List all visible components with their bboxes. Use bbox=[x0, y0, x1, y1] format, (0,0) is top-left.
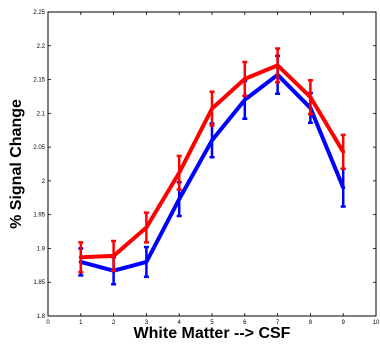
y-tick-label: 1.85 bbox=[33, 280, 45, 286]
data-point bbox=[308, 95, 312, 99]
x-tick-label: 6 bbox=[243, 320, 247, 326]
x-tick-label: 9 bbox=[342, 320, 346, 326]
y-tick-label: 2.25 bbox=[33, 10, 45, 16]
data-point bbox=[210, 107, 214, 111]
y-tick-label: 1.95 bbox=[33, 213, 45, 219]
y-tick-label: 2.2 bbox=[37, 44, 46, 50]
data-point bbox=[243, 77, 247, 81]
data-point bbox=[177, 171, 181, 175]
x-tick-label: 0 bbox=[46, 320, 50, 326]
data-point bbox=[341, 150, 345, 154]
data-point bbox=[210, 138, 214, 142]
y-tick-label: 2.05 bbox=[33, 145, 45, 151]
data-point bbox=[112, 254, 116, 258]
y-tick-labels: 1.8 1.85 1.9 1.95 2 2.05 2.1 2.15 2.2 2.25 bbox=[33, 10, 45, 320]
y-tick-label: 1.8 bbox=[37, 314, 46, 320]
x-tick-label: 10 bbox=[373, 320, 380, 326]
data-point bbox=[243, 98, 247, 102]
x-tick-label: 8 bbox=[309, 320, 313, 326]
x-axis-label: White Matter --> CSF bbox=[134, 325, 291, 342]
x-tick-label: 4 bbox=[178, 320, 182, 326]
x-tick-label: 5 bbox=[210, 320, 214, 326]
plot-frame bbox=[47, 11, 377, 317]
series-layer bbox=[78, 47, 346, 286]
data-point bbox=[144, 226, 148, 230]
x-tick-label: 1 bbox=[79, 320, 83, 326]
tick-marks bbox=[47, 11, 377, 317]
x-tick-label: 2 bbox=[112, 320, 116, 326]
data-point bbox=[341, 186, 345, 190]
y-tick-label: 1.9 bbox=[37, 246, 46, 252]
data-point bbox=[276, 63, 280, 67]
y-tick-label: 2 bbox=[42, 179, 46, 185]
data-point bbox=[177, 197, 181, 201]
series-2 bbox=[78, 47, 346, 274]
x-tick-labels: 0 1 2 3 4 5 6 7 8 9 10 bbox=[46, 320, 380, 326]
y-axis-label: % Signal Change bbox=[8, 99, 25, 229]
data-point bbox=[79, 255, 83, 259]
x-tick-label: 7 bbox=[276, 320, 280, 326]
data-point bbox=[144, 260, 148, 264]
y-tick-label: 2.1 bbox=[37, 111, 46, 117]
x-tick-label: 3 bbox=[145, 320, 149, 326]
y-tick-label: 2.15 bbox=[33, 78, 45, 84]
